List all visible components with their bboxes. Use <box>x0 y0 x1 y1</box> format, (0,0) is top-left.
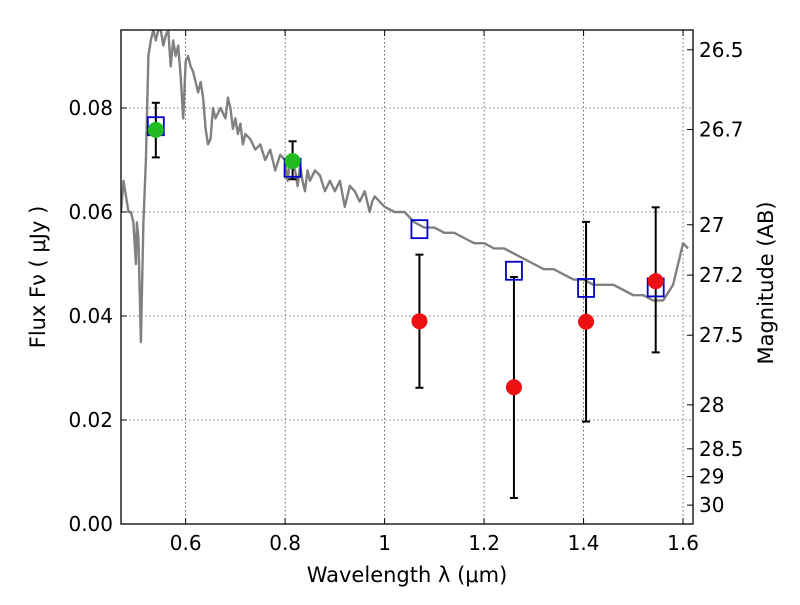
optical-detection-point <box>284 153 301 170</box>
y-tick-label: 0.00 <box>68 512 113 536</box>
right-tick-label: 28 <box>699 393 724 417</box>
right-tick-label: 27.5 <box>699 323 744 347</box>
right-axis-label: Magnitude (AB) <box>754 201 778 364</box>
model-photometry-square <box>410 219 429 240</box>
x-tick-label: 1.6 <box>667 531 699 555</box>
model-photometry-square <box>577 278 595 298</box>
y-axis-label: Flux Fν ( μJy ) <box>26 206 50 349</box>
grid <box>121 30 693 524</box>
x-tick-label: 0.8 <box>269 531 301 555</box>
x-axis-label: Wavelength λ (μm) <box>307 563 508 587</box>
axis-ticks: 0.6 0.8 1 1.2 1.4 1.6 0.00 0.02 0.04 0.06 0.08 26.5… <box>68 30 744 555</box>
y-tick-label: 0.02 <box>68 408 113 432</box>
optical-detection-point <box>147 121 164 138</box>
right-tick-label: 26.7 <box>699 118 744 142</box>
right-tick-label: 27 <box>699 213 724 237</box>
right-tick-label: 28.5 <box>699 437 744 461</box>
y-tick-label: 0.08 <box>68 96 113 120</box>
x-tick-label: 1.2 <box>468 531 500 555</box>
right-tick-label: 27.2 <box>699 263 744 287</box>
model-spectrum-line <box>121 30 689 344</box>
nir-measurement-point <box>578 313 595 330</box>
nir-measurement-point <box>647 273 664 290</box>
nir-measurement-point <box>411 313 428 330</box>
right-tick-label: 29 <box>699 465 724 489</box>
model-photometry-square <box>505 260 523 281</box>
right-tick-label: 26.5 <box>699 38 744 62</box>
y-tick-label: 0.06 <box>68 200 113 224</box>
y-tick-label: 0.04 <box>68 304 113 328</box>
x-tick-label: 1 <box>378 531 391 555</box>
x-tick-label: 1.4 <box>568 531 600 555</box>
plot-frame <box>120 29 694 525</box>
nir-measurement-point <box>505 379 522 396</box>
right-tick-label: 30 <box>699 493 724 517</box>
series <box>121 30 689 499</box>
x-tick-label: 0.6 <box>170 531 202 555</box>
